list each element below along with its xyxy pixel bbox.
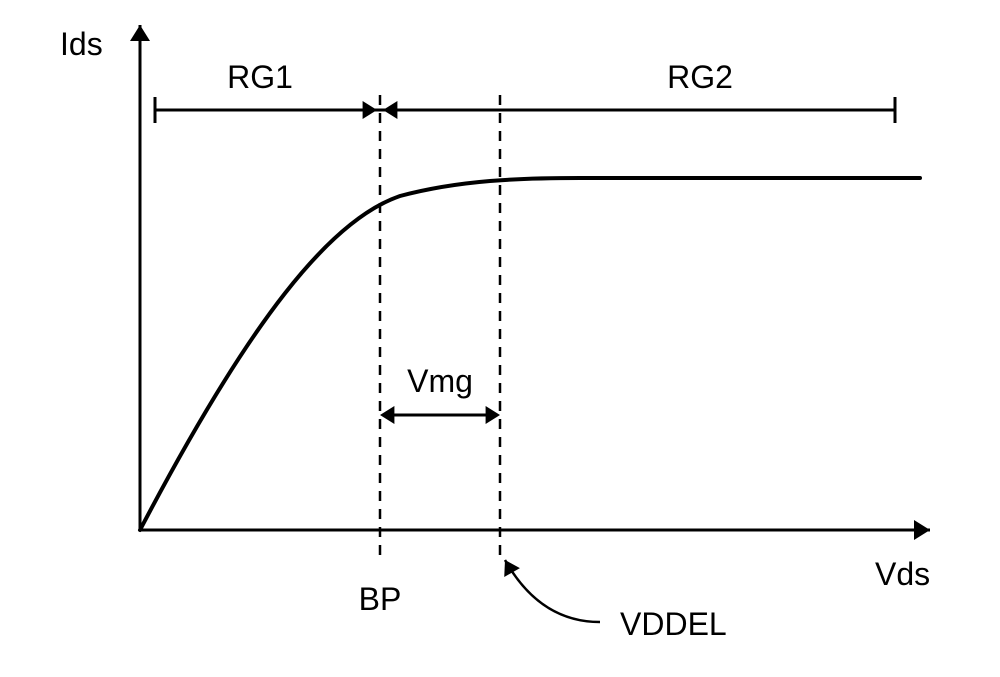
vmg-label: Vmg bbox=[407, 363, 473, 399]
vddel-label: VDDEL bbox=[620, 606, 727, 642]
y-axis-label: Ids bbox=[60, 26, 103, 62]
bp-label: BP bbox=[359, 581, 402, 617]
rg1-label: RG1 bbox=[227, 59, 293, 95]
x-axis-label: Vds bbox=[875, 556, 930, 592]
rg2-label: RG2 bbox=[667, 59, 733, 95]
